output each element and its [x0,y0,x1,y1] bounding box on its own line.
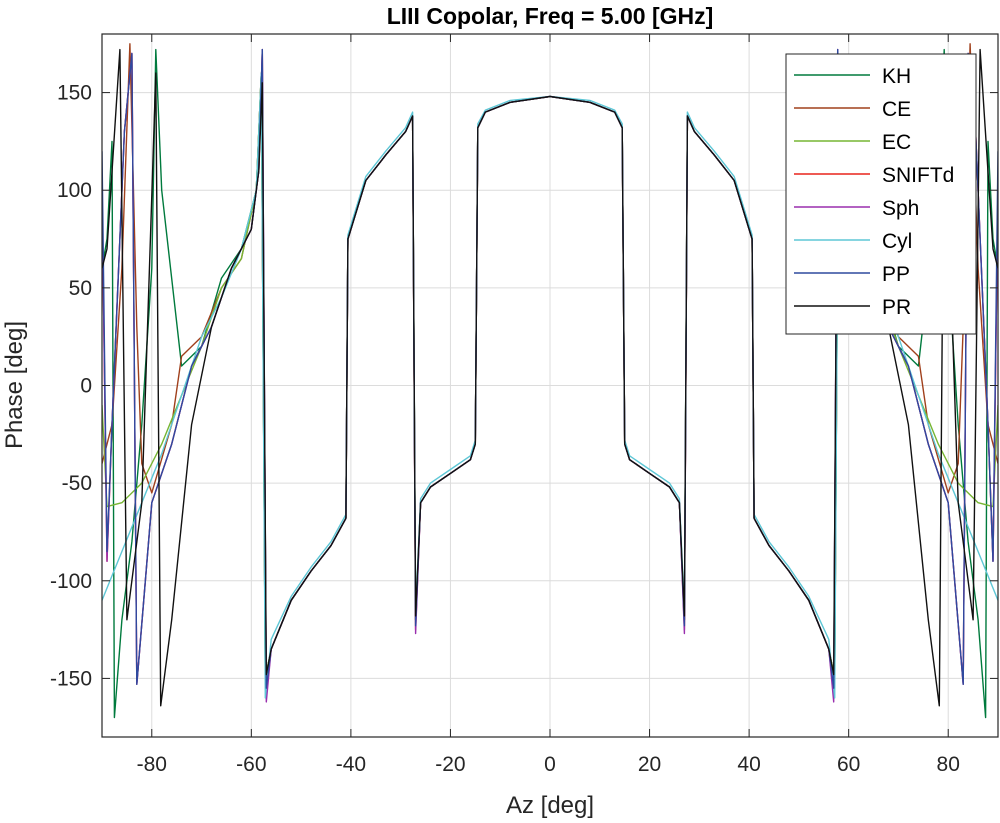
legend-entry: PP [882,263,910,286]
y-tick-label: 0 [80,375,92,398]
y-tick-label: 100 [57,179,92,202]
y-tick-label: -50 [62,472,92,495]
legend-box [785,53,977,335]
x-tick-label: 80 [937,753,960,776]
x-tick-label: -80 [137,753,167,776]
y-tick-label: 50 [69,277,92,300]
legend-entry: SNIFTd [882,164,954,187]
x-tick-label: 0 [544,753,556,776]
legend-entry: Cyl [882,230,912,253]
axis-ticks: -80 -60 -40 -20 0 20 40 60 80 -150 -100 -50 0 50 100 15… [50,34,998,776]
legend: KH CE EC SNIFTd Sph Cyl PP PR [785,53,977,335]
x-tick-label: -40 [336,753,366,776]
legend-entry: Sph [882,197,919,220]
y-tick-label: -150 [50,667,92,690]
legend-entry: KH [882,65,911,88]
x-tick-label: -60 [236,753,266,776]
chart-title: LIII Copolar, Freq = 5.00 [GHz] [387,3,714,29]
x-tick-label: 20 [638,753,661,776]
y-tick-label: 150 [57,82,92,105]
x-tick-label: -20 [435,753,465,776]
x-tick-label: 40 [737,753,760,776]
x-axis-label: Az [deg] [506,792,594,819]
y-tick-label: -100 [50,570,92,593]
x-tick-label: 60 [837,753,860,776]
legend-entry: EC [882,131,911,154]
legend-entry: PR [882,296,911,319]
legend-entry: CE [882,98,911,121]
y-axis-label: Phase [deg] [1,321,28,449]
